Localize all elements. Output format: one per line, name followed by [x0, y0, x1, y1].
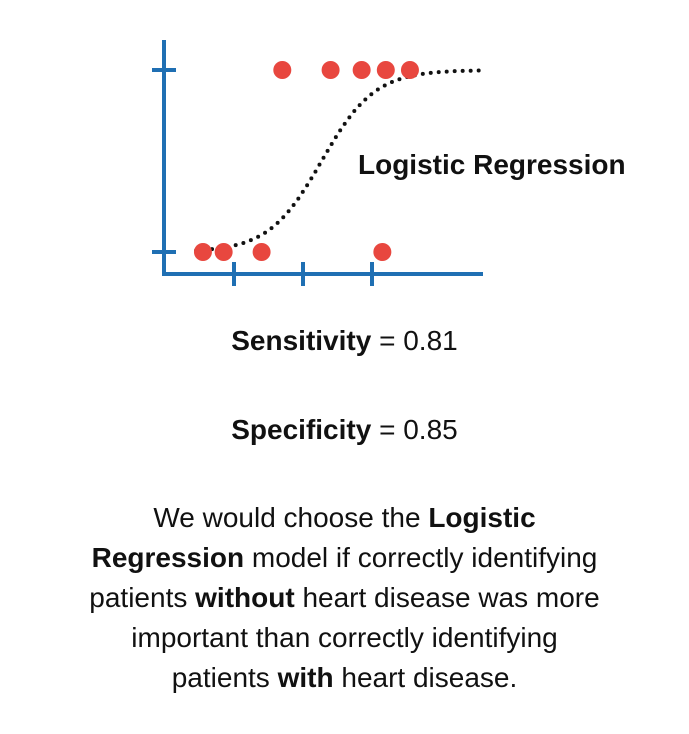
- conclusion-line-4: important than correctly identifying: [0, 618, 689, 658]
- specificity-value: = 0.85: [379, 414, 458, 445]
- logistic-curve: [194, 68, 485, 253]
- conclusion-text-2b: model if correctly identifying: [244, 542, 598, 573]
- sensitivity-label: Sensitivity: [231, 325, 372, 356]
- sensitivity-value: = 0.81: [379, 325, 458, 356]
- conclusion-text-3a: patients: [89, 582, 196, 613]
- data-point-3: [252, 243, 271, 261]
- conclusion-text-5c: heart disease.: [333, 662, 518, 693]
- conclusion-line-1: We would choose the Logistic: [0, 498, 689, 538]
- conclusion-bold-1: Logistic: [428, 502, 536, 533]
- data-point-2: [214, 243, 233, 261]
- conclusion-bold-5: with: [277, 662, 334, 693]
- conclusion-bold-3: without: [195, 582, 295, 613]
- data-point-5: [273, 61, 292, 79]
- specificity-label: Specificity: [231, 414, 372, 445]
- data-point-9: [400, 61, 419, 79]
- conclusion-text-1a: We would choose the: [153, 502, 429, 533]
- data-point-1: [193, 243, 212, 261]
- conclusion-text: We would choose the Logistic Regression …: [0, 498, 689, 698]
- logistic-regression-plot: Logistic Regression: [152, 40, 626, 286]
- conclusion-text-5a: patients: [171, 662, 278, 693]
- conclusion-bold-2: Regression: [91, 542, 245, 573]
- conclusion-text-3c: heart disease was more: [294, 582, 600, 613]
- data-point-4: [373, 243, 392, 261]
- sensitivity-row: Sensitivity = 0.81: [0, 324, 689, 358]
- specificity-row: Specificity = 0.85: [0, 413, 689, 447]
- data-point-7: [352, 61, 371, 79]
- data-point-8: [376, 61, 395, 79]
- curve-label: Logistic Regression: [358, 149, 626, 180]
- conclusion-line-5: patients with heart disease.: [0, 658, 689, 698]
- data-point-6: [321, 61, 340, 79]
- conclusion-line-3: patients without heart disease was more: [0, 578, 689, 618]
- conclusion-text-4a: important than correctly identifying: [131, 622, 558, 653]
- data-points: [193, 61, 419, 261]
- conclusion-line-2: Regression model if correctly identifyin…: [0, 538, 689, 578]
